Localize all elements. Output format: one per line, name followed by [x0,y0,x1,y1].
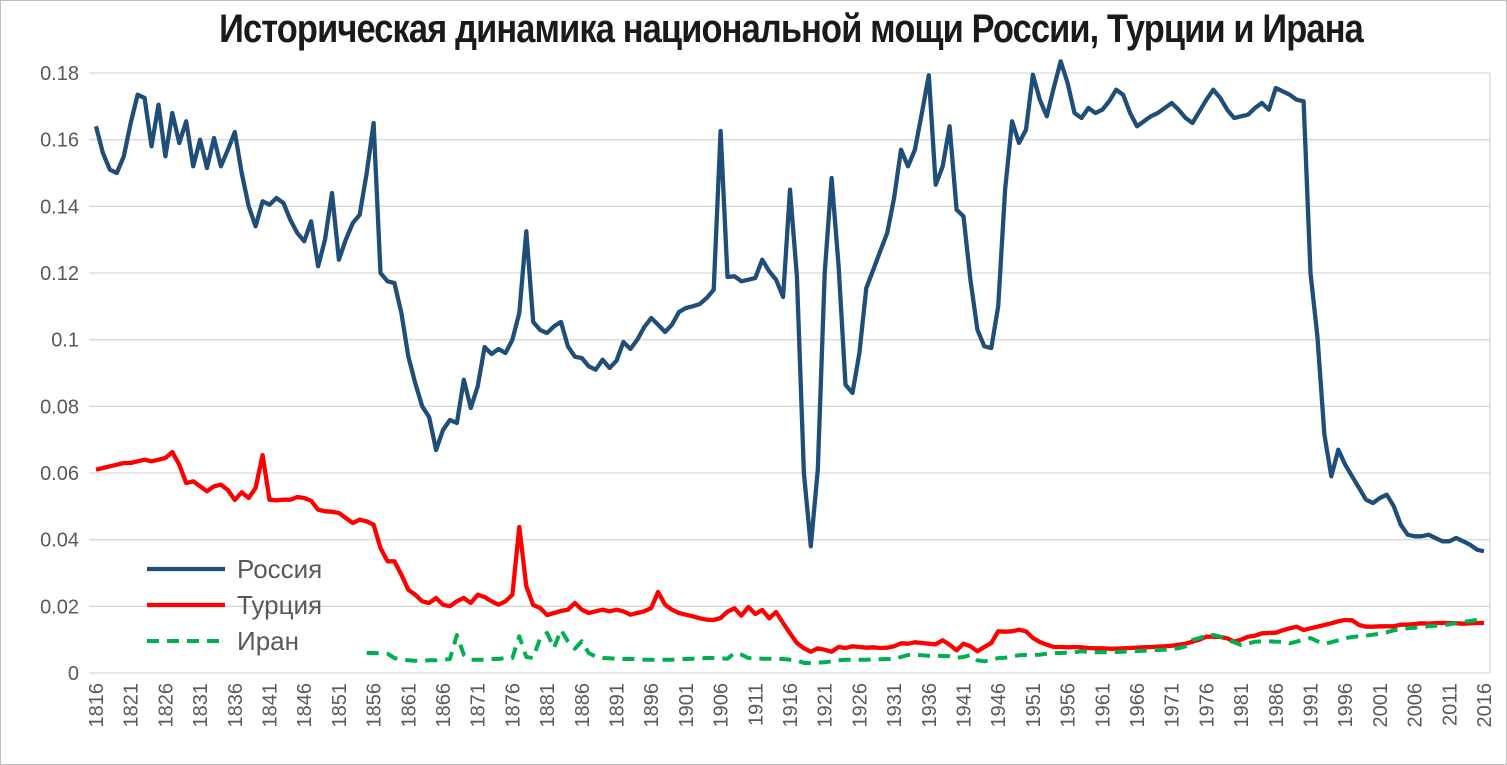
x-tick-label: 1921 [815,683,837,728]
y-tick-label: 0.06 [40,463,79,485]
chart-title: Историческая динамика национальной мощи … [219,7,1364,51]
x-tick-label: 1866 [433,683,455,728]
x-tick-label: 1856 [364,683,386,728]
x-tick-label: 1901 [676,683,698,728]
x-tick-label: 1836 [225,683,247,728]
x-tick-label: 2006 [1405,683,1427,728]
y-tick-label: 0.16 [40,130,79,152]
x-tick-label: 1846 [294,683,316,728]
x-tick-label: 1966 [1127,683,1149,728]
x-tick-label: 2011 [1439,683,1461,726]
y-tick-label: 0.14 [40,196,79,218]
x-tick-label: 1861 [398,683,420,728]
x-tick-label: 1886 [572,683,594,728]
x-tick-label: 1881 [537,683,559,728]
x-tick-label: 1896 [641,683,663,728]
x-tick-label: 1826 [155,683,177,728]
legend-label-iran: Иран [237,626,299,656]
x-tick-label: 1891 [607,683,629,728]
y-tick-label: 0.18 [40,63,79,85]
x-tick-label: 1931 [884,683,906,728]
x-tick-label: 1906 [711,683,733,728]
x-tick-label: 1981 [1231,683,1253,728]
x-tick-label: 1971 [1162,683,1184,728]
y-tick-label: 0.1 [51,330,79,352]
x-tick-label: 2016 [1474,683,1496,728]
x-tick-label: 1841 [260,683,282,728]
x-tick-label: 1911 [745,683,767,726]
x-tick-label: 1816 [86,683,108,728]
series-line-iran [366,617,1485,665]
x-tick-label: 1941 [954,683,976,728]
x-tick-label: 1951 [1023,683,1045,728]
x-tick-label: 1851 [329,683,351,728]
x-tick-label: 1986 [1266,683,1288,728]
x-tick-label: 1976 [1196,683,1218,728]
x-tick-label: 1871 [468,683,490,728]
y-tick-label: 0.12 [40,263,79,285]
x-tick-label: 1876 [502,683,524,728]
x-tick-label: 1936 [919,683,941,728]
y-tick-label: 0 [68,663,79,685]
legend-label-russia: Россия [237,554,322,584]
series-line-russia [93,59,1485,554]
x-tick-label: 1956 [1058,683,1080,728]
x-tick-label: 2001 [1370,683,1392,728]
y-tick-label: 0.04 [40,530,79,552]
x-tick-label: 1821 [121,683,143,728]
legend-label-turkey: Турция [237,590,322,620]
x-tick-label: 1946 [988,683,1010,728]
series-line-turkey [95,449,1484,654]
x-tick-label: 1996 [1335,683,1357,728]
x-tick-label: 1926 [849,683,871,728]
x-tick-label: 1961 [1092,683,1114,728]
x-tick-label: 1916 [780,683,802,728]
y-tick-label: 0.08 [40,396,79,418]
y-tick-label: 0.02 [40,596,79,618]
x-tick-label: 1991 [1301,683,1323,728]
x-tick-label: 1831 [190,683,212,728]
